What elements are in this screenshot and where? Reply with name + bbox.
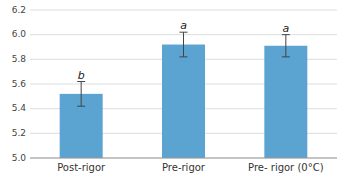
error-cap — [77, 106, 85, 107]
error-bar — [77, 82, 85, 107]
y-tick-label: 5.8 — [12, 54, 27, 64]
bar — [162, 45, 205, 158]
error-bar — [180, 32, 188, 57]
grid-line — [30, 158, 337, 159]
y-tick-label: 6.0 — [12, 29, 27, 39]
y-tick-label: 5.0 — [12, 153, 27, 163]
annotation: a — [180, 19, 187, 32]
y-tick-label: 5.4 — [12, 103, 27, 113]
plot-area — [60, 32, 308, 158]
grid — [30, 10, 337, 158]
error-cap — [180, 56, 188, 57]
x-axis-line — [30, 158, 337, 159]
y-tick-label: 6.2 — [12, 5, 26, 15]
error-stem — [81, 82, 82, 107]
grid-line — [30, 10, 337, 11]
x-tick-label: Post-rigor — [57, 162, 106, 173]
annotation: b — [78, 69, 85, 82]
error-cap — [282, 56, 290, 57]
annotation: a — [282, 22, 289, 35]
error-stem — [183, 32, 184, 57]
chart-svg: 5.0 5.2 5.4 5.6 5.8 6.0 6.2 b a a Post-rigor Pre-ri… — [0, 0, 345, 178]
y-tick-label: 5.2 — [12, 128, 26, 138]
chart-container: 5.0 5.2 5.4 5.6 5.8 6.0 6.2 b a a Post-rigor Pre-ri… — [0, 0, 345, 178]
error-stem — [285, 35, 286, 57]
error-bar — [282, 35, 290, 57]
bar — [264, 46, 307, 158]
y-tick-label: 5.6 — [12, 79, 27, 89]
x-tick-label: Pre-rigor — [162, 162, 206, 173]
x-tick-label: Pre- rigor (0°C) — [248, 162, 324, 173]
